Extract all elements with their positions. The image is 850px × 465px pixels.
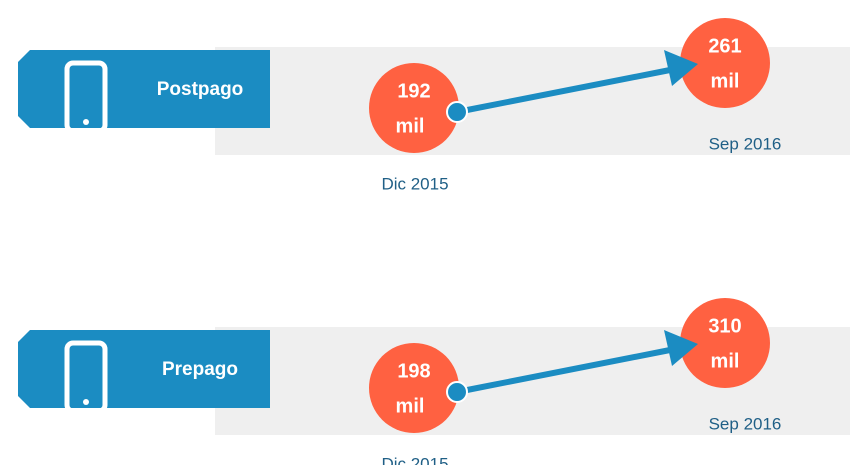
phone-button <box>83 119 89 125</box>
start-date: Dic 2015 <box>381 174 448 193</box>
row-label: Prepago <box>162 359 238 380</box>
row: Postpago 192 mil 261 mil Sep 2016 Dic 2015 <box>18 18 850 193</box>
start-circle <box>369 343 459 433</box>
phone-icon <box>64 340 108 414</box>
arrow-head <box>664 50 698 86</box>
start-date: Dic 2015 <box>381 454 448 465</box>
arrow-head <box>664 330 698 366</box>
start-value: 198 <box>397 360 430 382</box>
arrow-line <box>456 347 671 395</box>
end-value: 261 <box>708 35 741 57</box>
label-tab <box>18 50 270 128</box>
start-circle <box>369 63 459 153</box>
phone-button <box>83 399 89 405</box>
label-tab <box>18 330 270 408</box>
end-circle <box>680 18 770 108</box>
start-unit: mil <box>396 395 425 417</box>
end-value: 310 <box>708 315 741 337</box>
arrow-line <box>456 67 671 115</box>
phone-icon <box>64 60 108 134</box>
start-value: 192 <box>397 80 430 102</box>
arrow-dot <box>446 101 468 123</box>
end-date: Sep 2016 <box>709 414 782 433</box>
end-date: Sep 2016 <box>709 134 782 153</box>
end-unit: mil <box>711 350 740 372</box>
end-unit: mil <box>711 70 740 92</box>
arrow-dot <box>446 381 468 403</box>
row: Prepago 198 mil 310 mil Sep 2016 Dic 2015 <box>18 298 850 465</box>
row-label: Postpago <box>157 79 244 100</box>
end-circle <box>680 298 770 388</box>
start-unit: mil <box>396 115 425 137</box>
